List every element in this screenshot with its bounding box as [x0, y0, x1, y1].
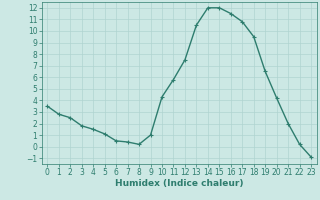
X-axis label: Humidex (Indice chaleur): Humidex (Indice chaleur): [115, 179, 244, 188]
